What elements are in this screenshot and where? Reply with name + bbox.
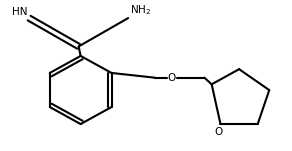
Text: O: O [168,73,176,83]
Text: O: O [214,127,223,137]
Text: NH$_2$: NH$_2$ [130,3,151,17]
Text: HN: HN [12,7,27,17]
